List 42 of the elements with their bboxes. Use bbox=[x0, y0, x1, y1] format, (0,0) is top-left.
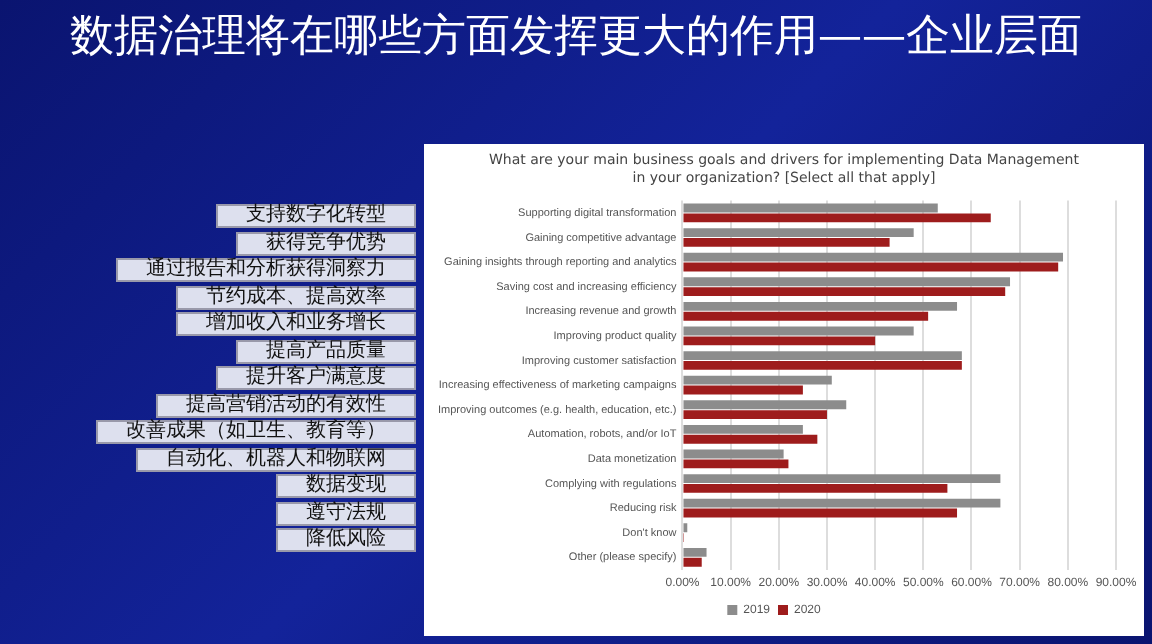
bar bbox=[683, 203, 938, 213]
text: 数据变现 bbox=[276, 474, 416, 498]
bar bbox=[683, 434, 818, 444]
bar bbox=[683, 459, 789, 469]
bar bbox=[683, 360, 962, 370]
bar bbox=[683, 410, 827, 420]
text: 提高营销活动的有效性 bbox=[156, 393, 416, 417]
text: 提高产品质量 bbox=[236, 339, 416, 363]
bar bbox=[683, 547, 707, 557]
bar bbox=[683, 449, 784, 459]
bar bbox=[683, 213, 991, 223]
bar bbox=[683, 424, 803, 434]
bar bbox=[683, 351, 962, 361]
bar bbox=[683, 498, 1001, 508]
text: 自动化、机器人和物联网 bbox=[136, 447, 416, 471]
bar bbox=[683, 375, 832, 385]
bar bbox=[683, 508, 958, 518]
bar bbox=[683, 385, 803, 395]
text: 增加收入和业务增长 bbox=[176, 312, 416, 336]
text: 遵守法规 bbox=[276, 501, 416, 525]
text: 降低风险 bbox=[276, 528, 416, 552]
bar bbox=[683, 228, 914, 238]
bar bbox=[683, 326, 914, 336]
text: 节约成本、提高效率 bbox=[176, 285, 416, 309]
bar bbox=[683, 483, 948, 493]
bar bbox=[683, 252, 1064, 262]
bar bbox=[683, 400, 847, 410]
bar bbox=[683, 287, 1006, 297]
bar bbox=[683, 301, 958, 311]
text: 获得竞争优势 bbox=[236, 231, 416, 255]
text: 支持数字化转型 bbox=[216, 204, 416, 228]
chart-title: 数据治理将在哪些方面发挥更大的作用——企业层面 bbox=[68, 10, 1084, 66]
bar bbox=[683, 474, 1001, 484]
text: 改善成果（如卫生、教育等） bbox=[96, 420, 416, 444]
bar bbox=[683, 336, 876, 346]
bar bbox=[683, 557, 702, 567]
text: 通过报告和分析获得洞察力 bbox=[116, 258, 416, 282]
bar bbox=[683, 262, 1059, 272]
bar bbox=[683, 237, 890, 247]
bar bbox=[683, 277, 1011, 287]
text: 提升客户满意度 bbox=[216, 366, 416, 390]
bar bbox=[683, 311, 929, 321]
